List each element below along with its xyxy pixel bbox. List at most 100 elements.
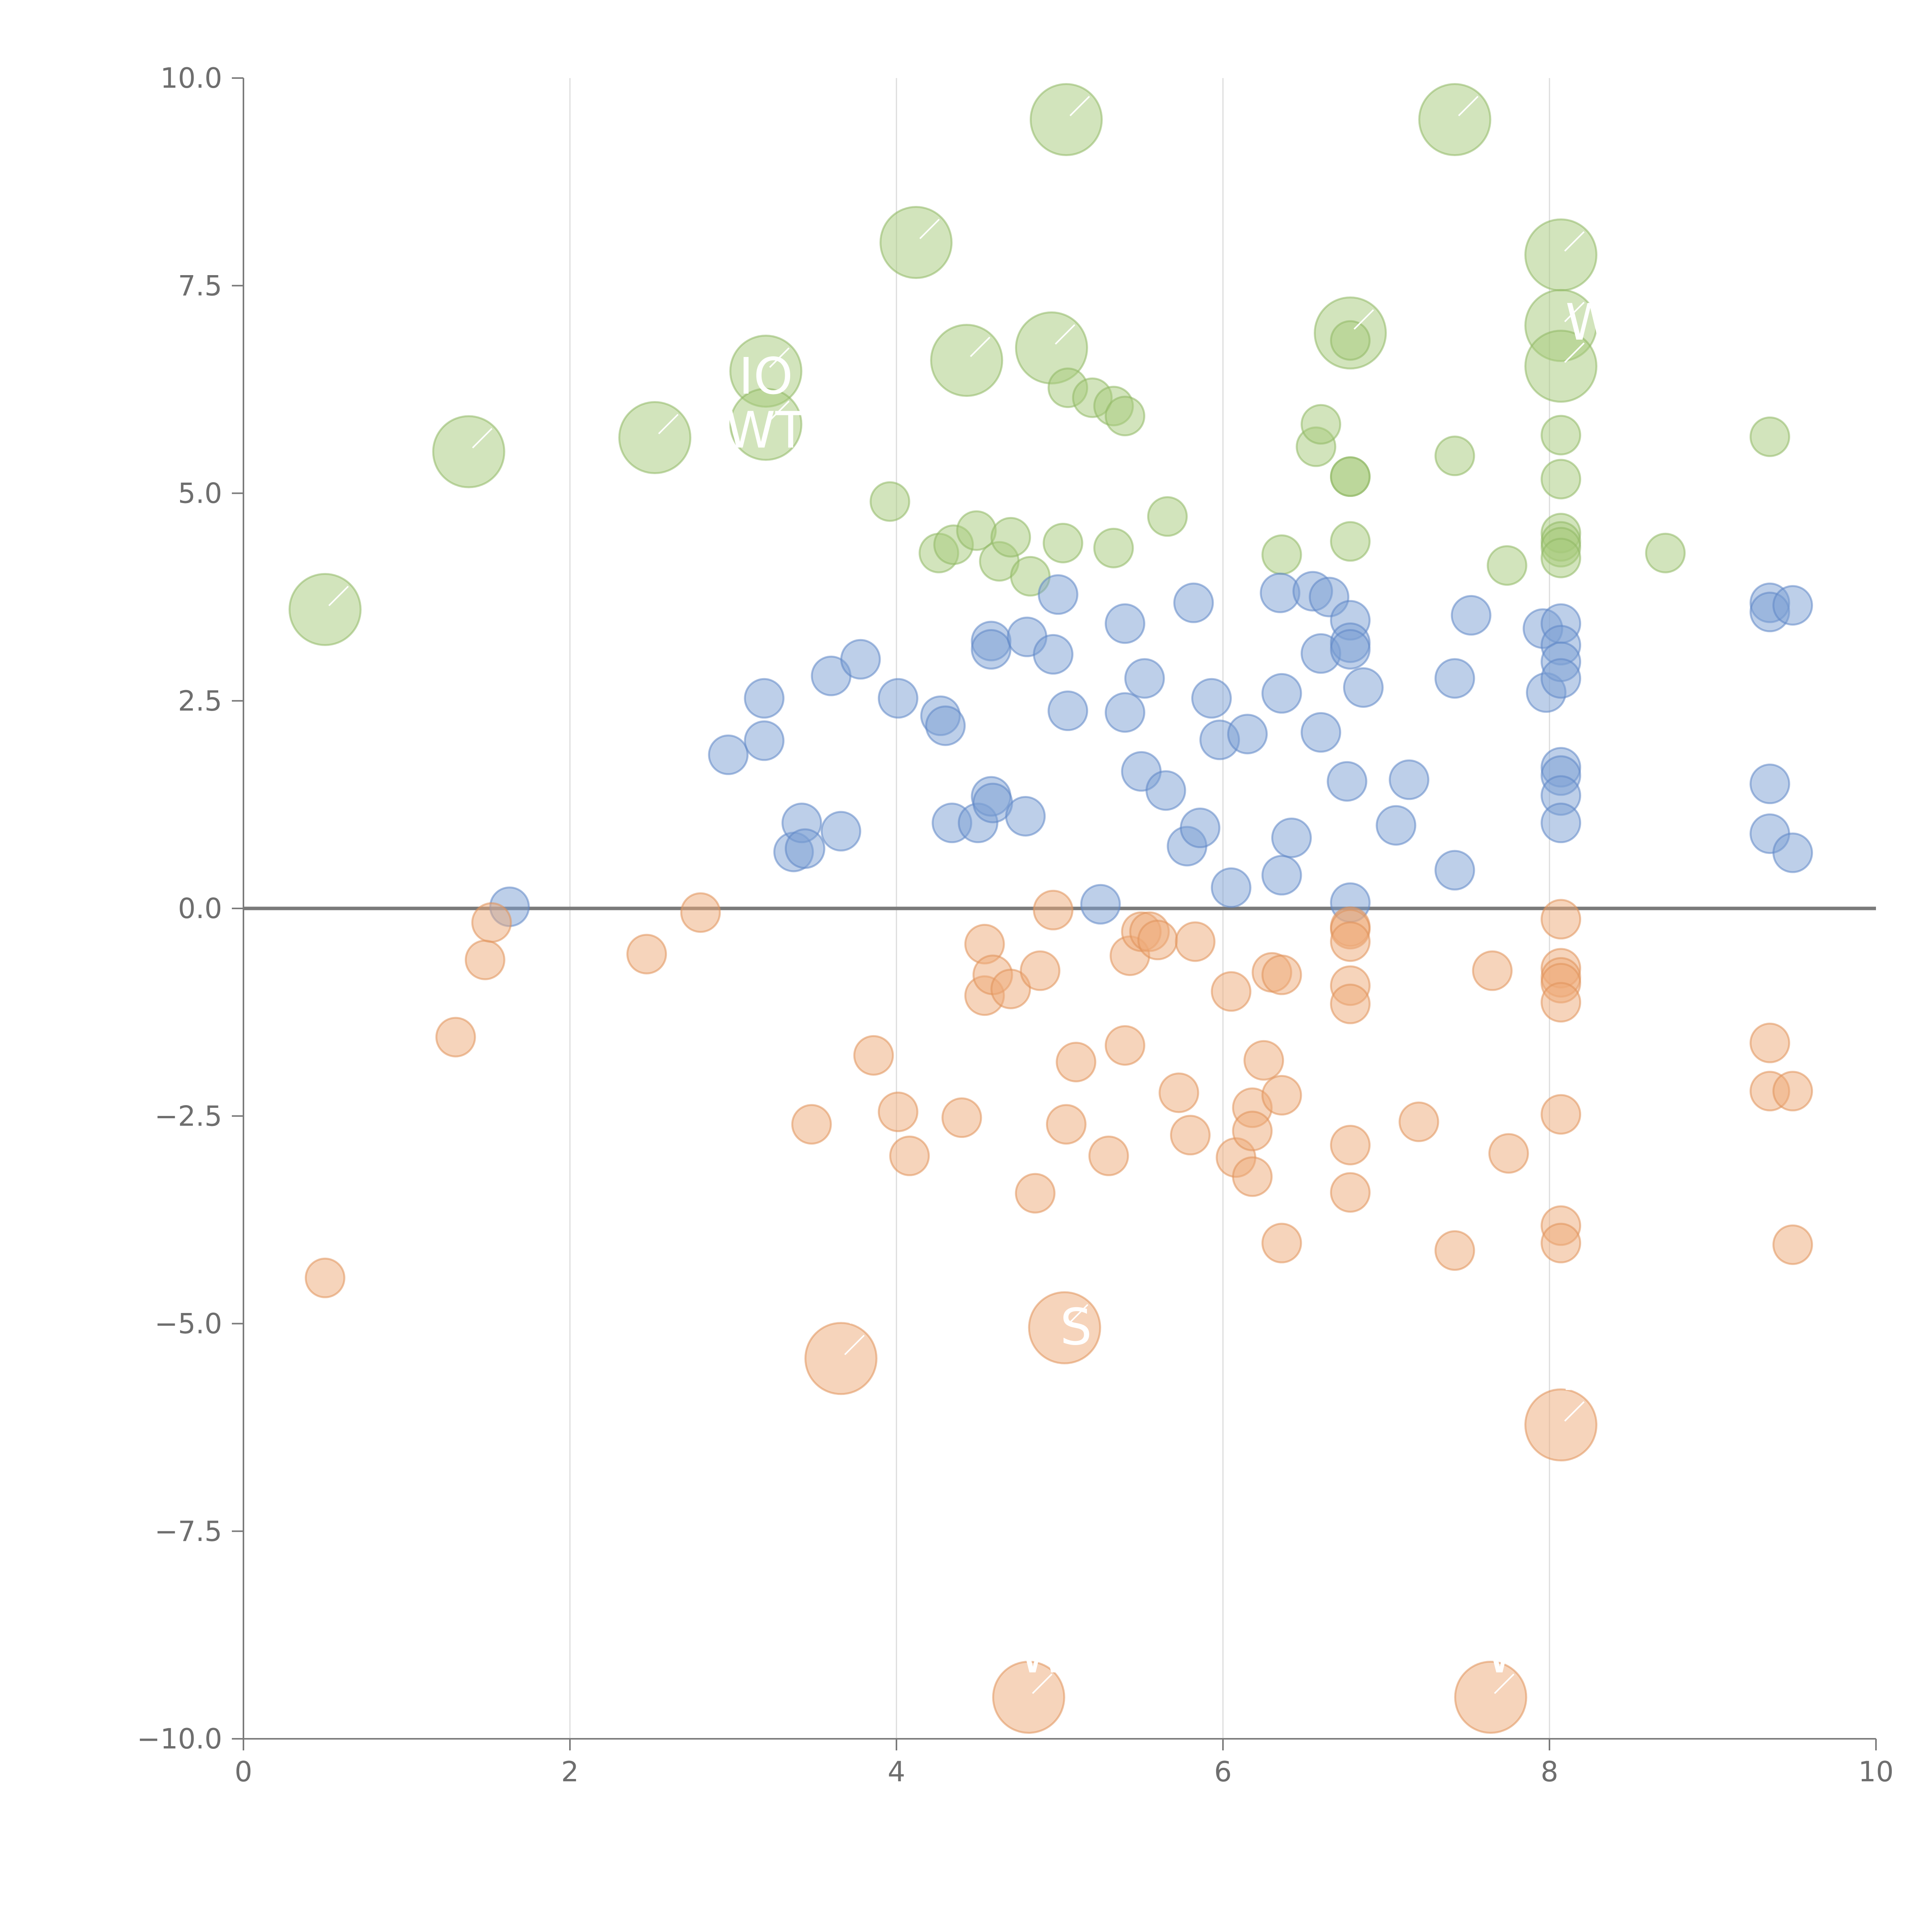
data-point-orange bbox=[1232, 1111, 1273, 1151]
data-point-orange bbox=[1541, 982, 1582, 1023]
callout-line bbox=[1032, 1673, 1053, 1694]
data-point-blue bbox=[1145, 770, 1186, 811]
data-point-green bbox=[869, 481, 910, 522]
data-point-blue bbox=[784, 828, 825, 869]
data-point-green bbox=[990, 517, 1031, 558]
data-point-orange bbox=[1137, 920, 1178, 961]
data-point-blue bbox=[1541, 803, 1582, 844]
callout-line bbox=[658, 414, 679, 434]
data-point-orange bbox=[1398, 1101, 1439, 1142]
data-point-orange bbox=[1330, 983, 1371, 1024]
data-point-orange bbox=[1056, 1042, 1097, 1083]
data-point-blue bbox=[1434, 850, 1475, 891]
data-point-orange bbox=[626, 934, 667, 975]
data-point-blue bbox=[744, 720, 785, 761]
data-point-orange bbox=[1434, 1230, 1475, 1271]
data-point-orange bbox=[941, 1097, 982, 1138]
data-point-orange bbox=[1175, 921, 1216, 962]
y-tick-label: 2.5 bbox=[178, 685, 222, 717]
data-point-orange bbox=[1020, 950, 1061, 991]
data-point-green bbox=[1093, 527, 1134, 568]
data-point-orange bbox=[1749, 1022, 1790, 1063]
data-point-orange bbox=[1015, 1173, 1056, 1214]
annotation-label: W bbox=[1019, 1626, 1068, 1684]
data-point-orange bbox=[1772, 1224, 1813, 1265]
data-point-green bbox=[1105, 396, 1145, 437]
data-point-orange bbox=[1541, 1094, 1582, 1135]
data-point-blue bbox=[1105, 603, 1145, 644]
data-point-blue bbox=[1180, 808, 1221, 849]
x-tick-label: 2 bbox=[561, 1755, 579, 1788]
callout-line bbox=[1458, 96, 1479, 116]
data-point-blue bbox=[840, 639, 881, 680]
data-point-green bbox=[1043, 522, 1083, 563]
data-point-orange bbox=[1472, 950, 1513, 991]
data-point-orange bbox=[464, 939, 505, 980]
data-point-blue bbox=[1541, 658, 1582, 699]
data-point-green bbox=[1541, 537, 1582, 578]
data-point-green bbox=[1301, 404, 1341, 445]
data-point-orange bbox=[1261, 954, 1302, 995]
data-point-orange bbox=[990, 968, 1031, 1009]
callout-line bbox=[1354, 309, 1374, 330]
annotation-label: S bbox=[1060, 1298, 1092, 1356]
data-point-blue bbox=[1261, 673, 1302, 714]
y-tick-label: 10.0 bbox=[160, 62, 222, 94]
data-point-orange bbox=[1330, 1172, 1371, 1213]
data-point-blue bbox=[1227, 714, 1268, 755]
x-tick-label: 8 bbox=[1541, 1755, 1558, 1788]
callout-line bbox=[1494, 1673, 1515, 1694]
callout-line bbox=[769, 400, 790, 421]
data-point-blue bbox=[1772, 832, 1813, 873]
data-point-blue bbox=[878, 678, 918, 719]
data-point-orange bbox=[878, 1092, 918, 1133]
annotation-label: W bbox=[1565, 293, 1615, 352]
callout-line bbox=[472, 428, 493, 449]
data-point-green bbox=[879, 206, 953, 279]
data-point-blue bbox=[1005, 796, 1046, 837]
data-point-blue bbox=[820, 811, 861, 852]
callout-line bbox=[1564, 1401, 1585, 1422]
annotation-label: WT bbox=[726, 401, 806, 459]
data-point-orange bbox=[1541, 899, 1582, 940]
data-point-orange bbox=[1261, 1223, 1302, 1264]
data-point-orange bbox=[804, 1322, 878, 1395]
data-point-green bbox=[1486, 545, 1527, 586]
data-point-blue bbox=[971, 629, 1012, 670]
data-point-blue bbox=[1327, 761, 1367, 802]
data-point-green bbox=[618, 401, 692, 474]
callout-line bbox=[844, 1335, 865, 1355]
data-point-orange bbox=[1105, 1025, 1145, 1066]
data-point-green bbox=[1541, 459, 1582, 500]
annotation-label: IO bbox=[739, 347, 793, 406]
data-point-orange bbox=[471, 902, 512, 943]
data-point-blue bbox=[1173, 582, 1214, 623]
callout-line bbox=[970, 337, 991, 357]
x-tick-label: 6 bbox=[1214, 1755, 1232, 1788]
data-point-blue bbox=[1376, 805, 1417, 846]
data-point-blue bbox=[1037, 574, 1078, 615]
y-tick-label: −10.0 bbox=[137, 1723, 222, 1755]
x-tick-label: 0 bbox=[235, 1755, 252, 1788]
data-point-orange bbox=[1330, 1124, 1371, 1165]
data-point-green bbox=[1541, 415, 1582, 456]
data-point-orange bbox=[1170, 1115, 1211, 1156]
y-tick-label: 7.5 bbox=[178, 269, 222, 302]
data-point-green bbox=[1330, 456, 1371, 497]
data-point-green bbox=[288, 573, 362, 646]
callout-line bbox=[919, 219, 940, 239]
data-point-blue bbox=[1191, 678, 1232, 719]
data-point-orange bbox=[1088, 1135, 1129, 1176]
data-point-blue bbox=[744, 678, 785, 719]
data-point-orange bbox=[1541, 1223, 1582, 1264]
data-point-green bbox=[1524, 218, 1598, 292]
data-point-blue bbox=[1261, 855, 1302, 896]
data-point-green bbox=[1434, 435, 1475, 476]
annotation-label: W bbox=[1485, 1626, 1535, 1684]
data-point-orange bbox=[791, 1104, 832, 1145]
callout-line bbox=[769, 347, 790, 368]
data-point-blue bbox=[1105, 692, 1145, 733]
data-point-orange bbox=[1232, 1156, 1273, 1197]
